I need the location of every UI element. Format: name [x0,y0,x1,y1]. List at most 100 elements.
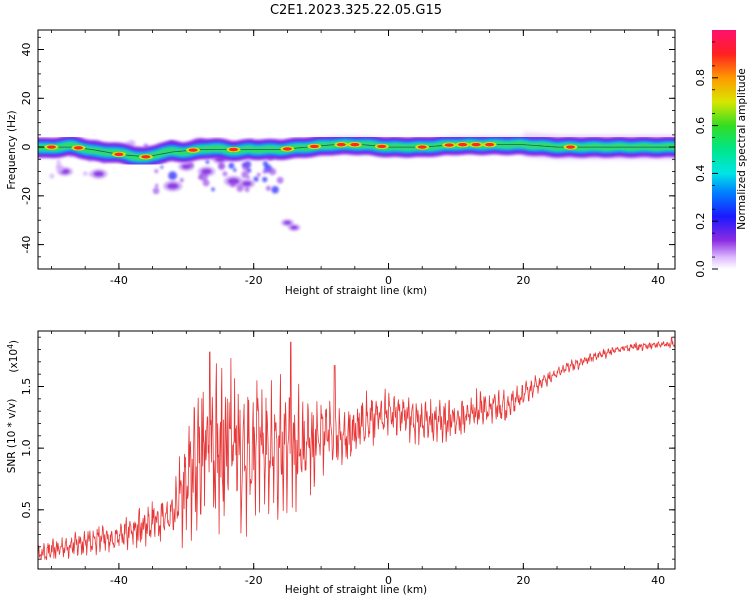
colorbar-ticks: 0.0 0.2 0.4 0.6 0.8 [694,41,718,278]
ridge-peak [282,147,292,151]
spectral-speckle [253,176,259,182]
spectral-speckle [128,139,134,146]
spectral-blob-core [93,170,105,177]
spectral-speckle [228,162,235,169]
ridge-peak [350,142,360,147]
spectrogram-x-ticks: -40 -20 0 20 40 [51,30,665,287]
spectral-speckle [256,172,261,177]
ridge-peak [471,142,481,147]
ridge-peak [73,146,83,150]
spectral-blob-core [241,180,252,187]
snr-frame [37,330,676,570]
spectral-blob-core [290,225,299,230]
spectral-speckle [236,184,244,192]
spectral-speckle [211,187,215,192]
spectral-speckle [262,169,267,174]
spectral-speckle [179,177,184,183]
spectral-speckle [168,171,178,181]
ridge-peak [141,155,151,159]
ridge-peak [114,152,124,157]
spectral-speckle [82,171,88,176]
spectral-speckle [205,160,210,164]
x-tick-label: 40 [651,574,665,587]
colorbar-tick-label: 0.2 [694,212,707,230]
snr-multiplier-exp: 4 [6,344,15,349]
colorbar-tick-label: 0.4 [694,165,707,183]
ridge-peak [336,142,346,147]
spectral-blob-core [283,220,292,225]
x-tick-label: -40 [110,274,128,287]
spectral-speckle [262,161,268,167]
colorbar-tick-label: 0.6 [694,117,707,135]
spectral-speckle [49,173,55,179]
spectral-speckle [246,168,252,173]
ridge-peak [566,145,576,149]
spectral-speckle [154,169,159,174]
spectrogram-frame [37,29,676,270]
x-tick-label: -40 [110,574,128,587]
spectral-speckle [265,185,271,191]
ridge-peak [309,144,319,149]
spectral-speckle [152,187,160,195]
x-tick-label: 40 [651,274,665,287]
x-tick-label: 20 [516,274,530,287]
x-tick-label: 0 [385,574,392,587]
x-tick-label: -20 [245,274,263,287]
snr-x-ticks: -40 -20 0 20 40 [51,331,665,587]
spectral-speckle [268,167,277,176]
x-tick-label: 0 [385,274,392,287]
spectral-speckle [197,174,204,180]
y-tick-label: -40 [20,236,33,254]
ridge-peak [377,144,387,149]
ridge-peak [417,145,427,149]
chart-title: C2E1.2023.325.22.05.G15 [270,3,442,18]
x-tick-label: -20 [245,574,263,587]
y-tick-label: 0 [20,144,33,151]
spectral-speckle [56,159,61,165]
spectrogram-heatmap [38,132,675,232]
snr-y-multiplier: (x104) [6,340,20,373]
spectral-speckle [154,183,159,188]
spectral-speckle [271,185,279,194]
ridge-peak [188,148,198,152]
colorbar: 0.0 0.2 0.4 0.6 0.8 Normalized spectral ampl… [694,30,748,278]
spectral-speckle [88,172,93,177]
spectral-speckle [222,171,228,177]
spectral-speckle [262,176,268,183]
spectral-speckle [241,170,249,179]
y-tick-label: 40 [20,43,33,57]
colorbar-tick-label: 0.0 [694,260,707,278]
ridge-peak [485,142,495,147]
spectral-speckle [160,165,164,169]
y-tick-label: 1.0 [20,439,33,457]
ridge-peak [228,147,238,152]
snr-multiplier-base: (x10 [8,349,20,373]
snr-y-ticks: 0.5 1.0 1.5 [20,336,675,560]
ridge-peak [444,143,454,147]
spectral-speckle [244,187,250,193]
spectrogram-panel: -40 -20 0 20 40 -40 -20 0 20 40 Height of straig… [6,29,676,297]
snr-panel: -40 -20 0 20 40 0.5 1.0 1.5 Height of straight… [6,330,676,596]
spectrogram-y-axis-label: Frequency (Hz) [6,110,18,189]
y-tick-label: 20 [20,91,33,105]
ridge-peak [458,142,468,147]
spectral-speckle [56,164,64,173]
spectral-speckle [276,176,284,184]
spectrogram-y-ticks: -40 -20 0 20 40 [20,36,675,270]
y-tick-label: 0.5 [20,501,33,519]
spectral-speckle [229,181,236,188]
x-tick-label: 20 [516,574,530,587]
spectral-blob-core [166,182,179,190]
ridge-peak [46,145,56,149]
spectrogram-x-axis-label: Height of straight line (km) [285,285,427,297]
y-tick-label: -20 [20,187,33,205]
snr-multiplier-close: ) [8,340,20,344]
snr-y-axis-label: SNR (10 * v/v) [6,399,18,474]
colorbar-tick-label: 0.8 [694,69,707,87]
colorbar-gradient [712,30,736,269]
y-tick-label: 1.5 [20,378,33,396]
spectral-speckle [233,168,237,172]
snr-series-line [38,336,675,561]
spectral-speckle [187,161,195,169]
